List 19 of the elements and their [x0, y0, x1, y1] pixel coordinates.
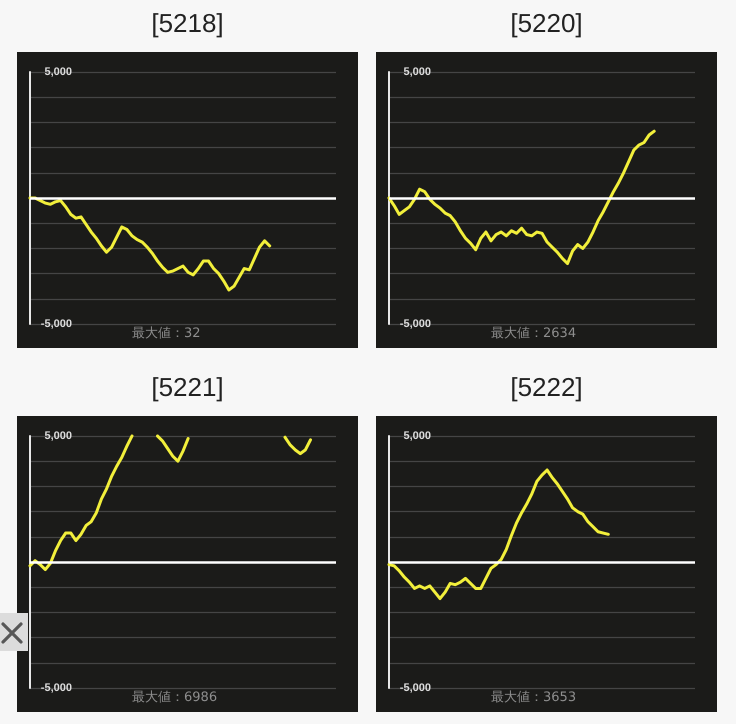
text: 最大値：2634 — [491, 325, 576, 342]
line-series — [388, 468, 610, 600]
chart-title: [5218] — [150, 7, 225, 40]
chart-title: [5222] — [509, 371, 584, 404]
line-series — [28, 196, 272, 292]
text: 最大値：3653 — [491, 689, 576, 706]
text: 最大値：32 — [132, 325, 201, 342]
line-series — [388, 130, 656, 266]
y-tick-label: 5,000 — [44, 430, 72, 442]
y-tick-label: 5,000 — [44, 66, 72, 78]
y-tick-label: -5,000 — [40, 318, 72, 330]
y-tick-label: -5,000 — [400, 682, 431, 694]
y-tick-label: 5,000 — [403, 66, 431, 78]
chart-title: [5221] — [150, 371, 225, 404]
text: 最大値：6986 — [132, 689, 218, 706]
chart-title: [5220] — [509, 7, 584, 40]
y-tick-label: -5,000 — [40, 682, 72, 694]
y-tick-label: 5,000 — [403, 430, 431, 442]
y-tick-label: -5,000 — [400, 318, 431, 330]
